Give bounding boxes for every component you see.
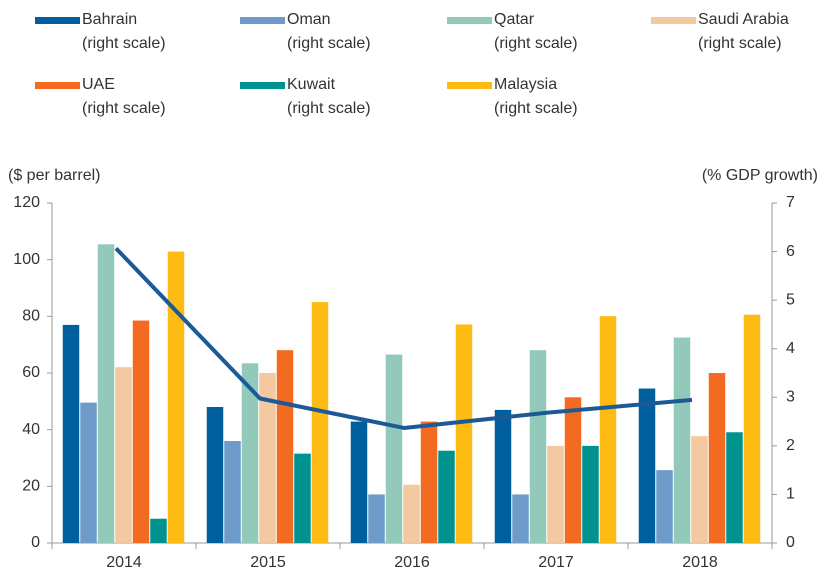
y-tick-label: 40 <box>22 421 40 438</box>
y2-tick-label: 0 <box>786 534 795 551</box>
bar <box>311 302 329 543</box>
legend-swatch <box>35 17 80 24</box>
y2-tick-label: 6 <box>786 243 795 260</box>
bar <box>438 450 455 543</box>
bar <box>656 470 673 543</box>
bar <box>132 320 150 543</box>
bar <box>403 484 420 543</box>
legend-swatch <box>447 17 492 24</box>
legend-swatch <box>240 17 285 24</box>
bar <box>691 436 708 543</box>
y2-tick-label: 2 <box>786 437 795 454</box>
y2-tick-label: 3 <box>786 389 795 406</box>
y-tick-label: 60 <box>22 364 40 381</box>
line <box>114 246 693 430</box>
bar <box>726 432 743 543</box>
bar <box>115 367 132 543</box>
bar <box>62 324 80 543</box>
y-tick-label: 0 <box>31 534 40 551</box>
bar <box>276 350 294 543</box>
x-tick-label: 2016 <box>394 554 430 571</box>
legend-label: Oman (right scale) <box>287 11 371 52</box>
y2-tick-label: 5 <box>786 291 795 308</box>
legend-swatch <box>35 82 80 89</box>
y-tick-label: 100 <box>13 251 40 268</box>
legend-label: Saudi Arabia (right scale) <box>698 11 789 52</box>
y2-axis-label: (% GDP growth) <box>702 167 818 184</box>
legend-label: Malaysia (right scale) <box>494 76 578 117</box>
x-tick-label: 2018 <box>682 554 718 571</box>
bar <box>385 354 403 543</box>
bar <box>547 445 564 543</box>
bar <box>150 518 167 543</box>
bar <box>638 388 656 543</box>
bar <box>673 337 691 543</box>
y-tick-label: 20 <box>22 478 40 495</box>
bar <box>259 373 276 543</box>
y-tick-label: 120 <box>13 194 40 211</box>
y-tick-label: 80 <box>22 308 40 325</box>
bar <box>582 445 599 543</box>
legend-label: Qatar (right scale) <box>494 11 578 52</box>
y2-tick-label: 4 <box>786 340 795 357</box>
legend-swatch <box>447 82 492 89</box>
legend-label: Bahrain (right scale) <box>82 11 166 52</box>
bar <box>529 350 547 543</box>
bar <box>350 421 368 543</box>
x-tick-label: 2014 <box>106 554 142 571</box>
bar <box>224 441 241 543</box>
bar <box>294 453 311 543</box>
x-tick-label: 2015 <box>250 554 286 571</box>
bar <box>599 316 617 543</box>
bar <box>167 251 185 544</box>
y-axis-label: ($ per barrel) <box>8 167 100 184</box>
bar <box>512 494 529 543</box>
bar <box>455 324 473 543</box>
y2-tick-label: 7 <box>786 194 795 211</box>
bar <box>743 314 761 543</box>
bar <box>494 409 512 543</box>
legend-label: Kuwait (right scale) <box>287 76 371 117</box>
bar <box>564 397 582 543</box>
bar <box>206 407 224 543</box>
y2-tick-label: 1 <box>786 486 795 503</box>
bar <box>708 373 726 543</box>
legend-label: UAE (right scale) <box>82 76 166 117</box>
x-tick-label: 2017 <box>538 554 574 571</box>
bar <box>241 363 259 543</box>
legend-swatch <box>651 17 696 24</box>
bar <box>420 421 438 543</box>
legend-swatch <box>240 82 285 89</box>
bar <box>97 244 115 544</box>
bar <box>368 494 385 543</box>
bar <box>80 402 97 543</box>
